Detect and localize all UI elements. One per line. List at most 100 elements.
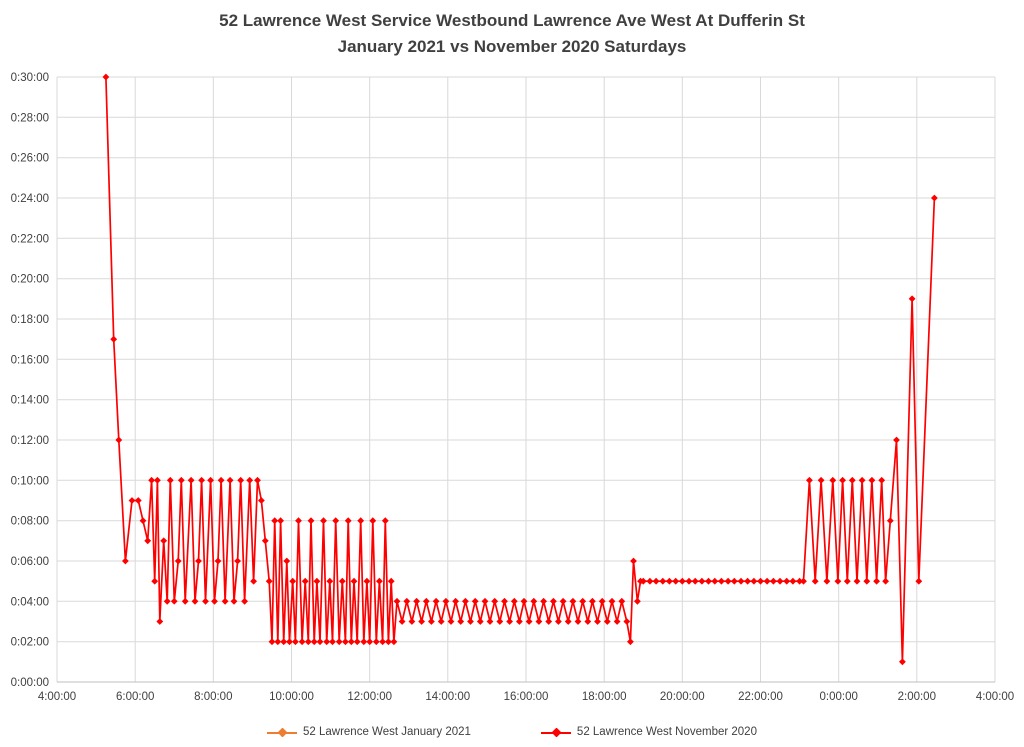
data-point-marker [102,73,110,81]
data-point-marker [452,597,459,605]
data-point-marker [763,577,771,585]
data-point-marker [350,577,358,585]
data-point-marker [834,577,842,585]
data-point-marker [510,597,518,605]
data-point-marker [214,557,222,565]
data-point-marker [376,577,383,585]
data-point-marker [757,577,764,585]
data-point-marker [467,618,474,625]
data-point-marker [163,597,171,605]
data-point-marker [254,476,261,484]
data-point-marker [122,557,129,565]
data-point-marker [437,618,445,625]
data-point-marker [187,476,195,484]
data-point-marker [705,577,712,585]
data-point-marker [730,577,738,585]
y-axis-tick-label: 0:26:00 [11,153,49,165]
data-point-marker [195,557,202,565]
data-point-marker [550,597,557,605]
data-point-marker [301,577,309,585]
data-point-marker [110,335,118,343]
data-point-marker [353,638,361,646]
data-point-marker [569,597,577,605]
data-point-marker [811,577,819,585]
data-point-marker [347,638,355,646]
data-point-marker [344,517,352,525]
data-point-marker [659,577,667,585]
data-point-marker [357,517,365,525]
data-point-marker [886,517,894,525]
legend-marker-icon [551,727,562,737]
data-point-marker [447,618,455,625]
x-axis-tick-label: 22:00:00 [738,691,783,703]
data-point-marker [584,618,592,625]
data-point-marker [211,597,218,605]
data-point-marker [848,476,856,484]
data-point-marker [776,577,784,585]
data-point-marker [295,517,302,525]
data-point-marker [268,638,276,646]
plot-area: 0:00:00 0:02:00 0:04:00 0:06:00 0:08:00 0:10:… [11,72,1015,703]
x-axis-tick-label: 20:00:00 [660,691,705,703]
x-axis-tick-label: 2:00:00 [898,691,936,703]
data-point-marker [817,476,825,484]
data-point-marker [422,597,430,605]
data-point-marker [323,638,331,646]
y-axis-tick-label: 0:16:00 [11,354,49,366]
data-point-marker [481,597,489,605]
data-point-marker [366,638,374,646]
data-point-marker [237,476,245,484]
data-point-marker [525,618,533,625]
y-axis-tick-label: 0:00:00 [11,677,49,689]
data-point-marker [283,557,291,565]
data-point-marker [698,577,706,585]
data-point-marker [316,638,324,646]
data-point-marker [506,618,513,625]
data-point-marker [829,476,837,484]
data-point-marker [613,618,621,625]
data-point-marker [428,618,435,625]
data-point-marker [652,577,660,585]
data-point-marker [246,476,254,484]
data-point-marker [230,597,238,605]
data-point-marker [280,638,288,646]
data-point-marker [863,577,871,585]
data-point-marker [274,638,282,646]
data-point-marker [882,577,889,585]
data-point-marker [555,618,562,625]
y-axis-tick-label: 0:10:00 [11,475,49,487]
data-point-marker [800,577,807,585]
y-axis-tick-label: 0:04:00 [11,596,49,608]
data-point-marker [646,577,654,585]
data-point-marker [221,597,229,605]
data-point-marker [873,577,880,585]
y-axis-tick-label: 0:28:00 [11,112,49,124]
data-point-marker [207,476,214,484]
chart-title-line-2: January 2021 vs November 2020 Saturdays [337,37,687,57]
data-point-marker [545,618,553,625]
data-point-marker [783,577,791,585]
x-axis-tick-label: 12:00:00 [347,691,392,703]
data-point-marker [878,476,886,484]
data-point-marker [899,658,906,666]
data-point-marker [574,618,582,625]
data-point-marker [313,577,321,585]
data-point-marker [298,638,306,646]
data-point-marker [491,597,499,605]
data-point-marker [540,597,547,605]
data-point-marker [148,476,155,484]
data-point-marker [744,577,751,585]
data-point-marker [154,476,161,484]
data-point-marker [226,476,234,484]
data-point-marker [342,638,349,646]
data-point-marker [202,597,209,605]
y-axis-tick-label: 0:02:00 [11,637,49,649]
data-point-marker [691,577,699,585]
data-point-marker [457,618,465,625]
data-point-marker [277,517,284,525]
data-point-marker [338,577,346,585]
data-point-marker [144,537,152,545]
data-point-marker [403,597,411,605]
data-point-marker [627,638,634,646]
